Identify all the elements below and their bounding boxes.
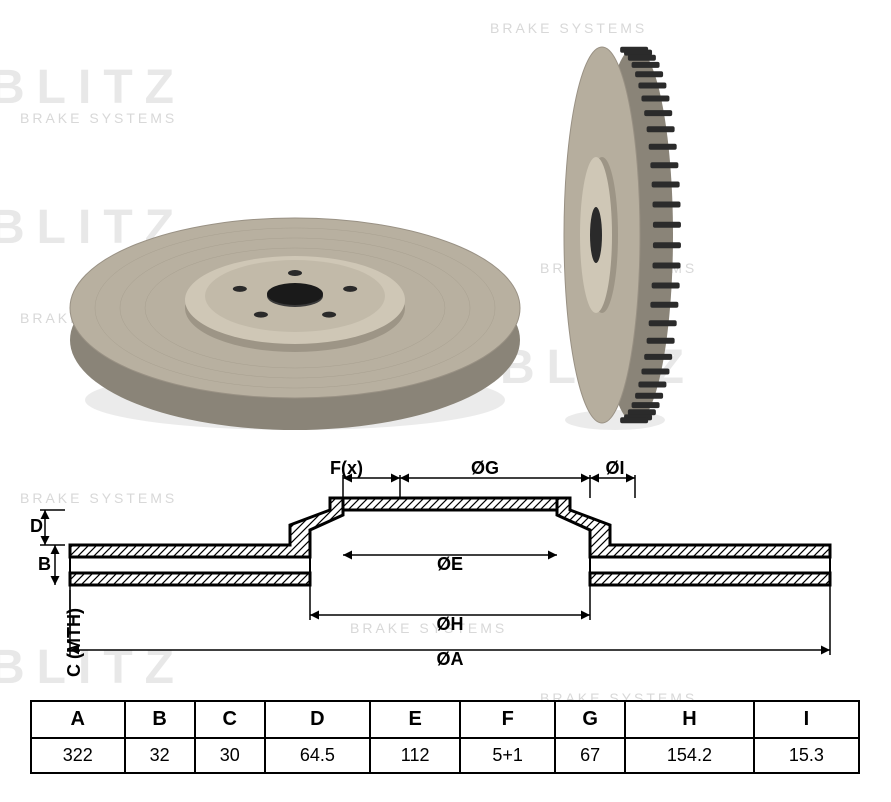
spec-header: B <box>125 701 195 738</box>
spec-value: 32 <box>125 738 195 773</box>
spec-value: 64.5 <box>265 738 370 773</box>
spec-header: C <box>195 701 265 738</box>
spec-table: A B C D E F G H I 322 32 30 64.5 112 5+1… <box>30 700 860 774</box>
spec-header: H <box>625 701 754 738</box>
spec-value: 154.2 <box>625 738 754 773</box>
diagram-svg: ØA ØH ØE ØG ØI F(x) D B C (MTH) <box>30 460 860 680</box>
label-D: D <box>30 516 43 536</box>
spec-table-header-row: A B C D E F G H I <box>31 701 859 738</box>
spec-value: 67 <box>555 738 625 773</box>
spec-value: 5+1 <box>460 738 555 773</box>
product-photo-area <box>0 20 891 440</box>
label-B: B <box>38 554 51 574</box>
label-F: F(x) <box>330 460 363 478</box>
spec-header: F <box>460 701 555 738</box>
label-A: ØA <box>437 649 464 669</box>
spec-value: 30 <box>195 738 265 773</box>
label-H: ØH <box>437 614 464 634</box>
label-E: ØE <box>437 554 463 574</box>
spec-header: G <box>555 701 625 738</box>
label-I: ØI <box>605 460 624 478</box>
spec-header: A <box>31 701 125 738</box>
spec-header: E <box>370 701 460 738</box>
cross-section-diagram: ØA ØH ØE ØG ØI F(x) D B C (MTH) <box>30 460 860 680</box>
brake-disc-edge-view <box>540 40 690 440</box>
spec-value: 15.3 <box>754 738 859 773</box>
spec-table-value-row: 322 32 30 64.5 112 5+1 67 154.2 15.3 <box>31 738 859 773</box>
brake-disc-flat-view <box>60 200 530 460</box>
spec-header: D <box>265 701 370 738</box>
label-G: ØG <box>471 460 499 478</box>
spec-header: I <box>754 701 859 738</box>
label-C: C (MTH) <box>64 608 84 677</box>
spec-value: 322 <box>31 738 125 773</box>
spec-value: 112 <box>370 738 460 773</box>
